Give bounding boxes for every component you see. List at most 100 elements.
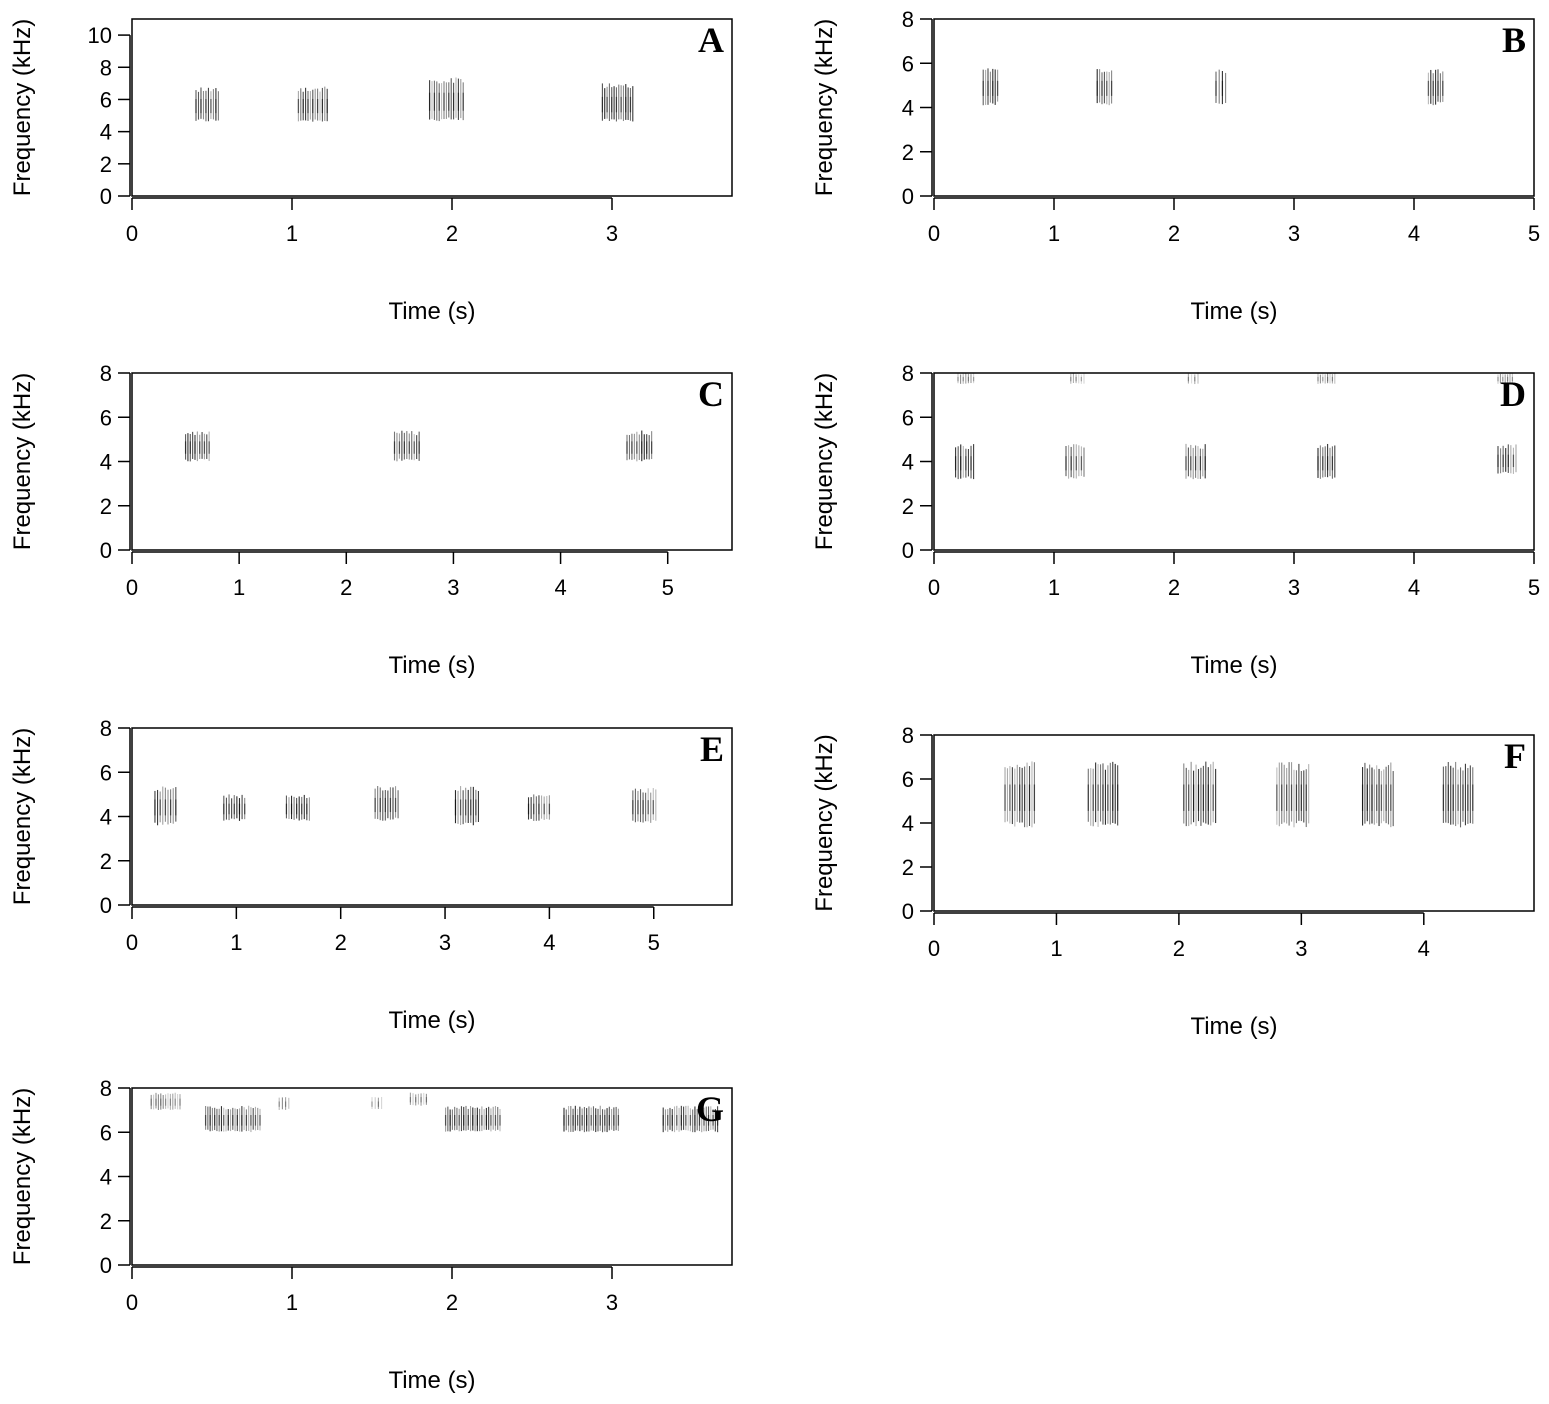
- x-tick-label: 0: [126, 221, 138, 246]
- x-tick-label: 3: [447, 575, 459, 600]
- panel-label: C: [698, 374, 724, 414]
- x-axis-label: Time (s): [1190, 1013, 1277, 1040]
- call-3: [1276, 762, 1310, 828]
- panel-label: A: [698, 20, 724, 60]
- x-tick-label: 4: [1408, 221, 1420, 246]
- x-axis: 0 1 2 3: [126, 197, 618, 246]
- call-2: [1183, 761, 1217, 827]
- y-tick-label: 8: [100, 1076, 112, 1101]
- y-tick-label: 0: [100, 1253, 112, 1278]
- y-tick-label: 0: [100, 893, 112, 918]
- y-axis-label: Frequency (kHz): [9, 373, 36, 550]
- upper-call-1: [1070, 373, 1085, 384]
- x-axis-label: Time (s): [388, 652, 475, 679]
- call-3: [601, 83, 634, 122]
- x-tick-label: 2: [1168, 575, 1180, 600]
- call-1: [1065, 444, 1085, 479]
- y-axis-label: Frequency (kHz): [9, 1088, 36, 1265]
- call-0: [154, 786, 177, 826]
- x-tick-label: 1: [286, 1290, 298, 1315]
- y-tick-label: 0: [100, 538, 112, 563]
- x-axis: 0 1 2 3 4 5: [126, 551, 674, 600]
- panel-label: F: [1504, 736, 1526, 776]
- y-tick-label: 2: [100, 1209, 112, 1234]
- y-tick-label: 2: [902, 140, 914, 165]
- panel-E: 0 1 2 3 4 5 0 2 4 6 8 Time (s) Frequency (kHz) E: [9, 716, 733, 1034]
- x-tick-label: 3: [439, 930, 451, 955]
- call-2: [1215, 69, 1227, 105]
- x-tick-label: 3: [1288, 221, 1300, 246]
- panel-D: 0 1 2 3 4 5 0 2 4 6 8 Time (s) Frequency (kHz) D: [811, 361, 1540, 679]
- call-0: [1004, 761, 1036, 828]
- y-tick-label: 4: [100, 450, 112, 475]
- x-axis-label: Time (s): [1190, 652, 1277, 679]
- y-tick-label: 6: [902, 51, 914, 76]
- call-1: [1096, 69, 1113, 106]
- y-axis-label: Frequency (kHz): [811, 734, 838, 911]
- call-0: [954, 444, 975, 480]
- call-3: [1317, 443, 1336, 479]
- call-1: [393, 430, 420, 462]
- x-axis-label: Time (s): [388, 298, 475, 325]
- call-5: [1442, 761, 1474, 828]
- call-5: [527, 794, 551, 821]
- call-1: [297, 86, 328, 122]
- y-tick-label: 2: [100, 152, 112, 177]
- x-tick-label: 5: [662, 575, 674, 600]
- y-tick-label: 6: [100, 405, 112, 430]
- y-axis-label: Frequency (kHz): [9, 728, 36, 905]
- x-tick-label: 0: [126, 930, 138, 955]
- panel-F: 0 1 2 3 4 0 2 4 6 8 Time (s) Frequency (kHz) F: [811, 723, 1535, 1040]
- panel-C: 0 1 2 3 4 5 0 2 4 6 8 Time (s) Frequency (kHz) C: [9, 361, 733, 679]
- y-tick-label: 4: [100, 1165, 112, 1190]
- upper-call-0: [957, 373, 975, 384]
- y-tick-label: 2: [100, 849, 112, 874]
- y-tick-label: 0: [902, 538, 914, 563]
- call-1: [444, 1105, 501, 1132]
- upper-call-3: [1317, 373, 1336, 384]
- upper-call-2: [371, 1096, 383, 1110]
- y-tick-label: 0: [100, 184, 112, 209]
- x-axis: 0 1 2 3 4: [928, 912, 1430, 961]
- y-axis-label: Frequency (kHz): [811, 373, 838, 550]
- y-axis: 0 2 4 6 8 10: [88, 23, 131, 209]
- x-tick-label: 4: [543, 930, 555, 955]
- plot-frame: [131, 18, 733, 197]
- panel-G: 0 1 2 3 0 2 4 6 8 Time (s) Frequency (kHz) G: [9, 1076, 733, 1394]
- x-tick-label: 1: [1048, 221, 1060, 246]
- plot-frame: [933, 18, 1535, 197]
- x-tick-label: 1: [233, 575, 245, 600]
- x-tick-label: 2: [446, 221, 458, 246]
- y-axis: 0 2 4 6 8: [902, 361, 933, 563]
- y-tick-label: 6: [100, 87, 112, 112]
- y-tick-label: 0: [902, 184, 914, 209]
- y-tick-label: 4: [902, 96, 914, 121]
- y-tick-label: 6: [902, 405, 914, 430]
- call-0: [982, 68, 999, 106]
- call-0: [184, 431, 210, 462]
- call-2: [563, 1105, 620, 1133]
- x-axis-label: Time (s): [1190, 298, 1277, 325]
- call-2: [626, 430, 653, 462]
- call-3: [1427, 69, 1444, 106]
- x-tick-label: 2: [1168, 221, 1180, 246]
- y-tick-label: 6: [100, 1120, 112, 1145]
- call-4: [454, 786, 479, 826]
- x-tick-label: 5: [1528, 221, 1540, 246]
- x-tick-label: 5: [1528, 575, 1540, 600]
- x-tick-label: 5: [648, 930, 660, 955]
- x-tick-label: 2: [1173, 936, 1185, 961]
- y-tick-label: 0: [902, 899, 914, 924]
- y-axis-label: Frequency (kHz): [811, 19, 838, 196]
- plot-frame: [131, 727, 733, 906]
- panel-label: D: [1500, 374, 1526, 414]
- y-tick-label: 4: [902, 811, 914, 836]
- x-tick-label: 4: [554, 575, 566, 600]
- call-2: [285, 794, 310, 821]
- y-tick-label: 8: [902, 7, 914, 32]
- x-tick-label: 2: [446, 1290, 458, 1315]
- y-axis: 0 2 4 6 8: [100, 716, 131, 918]
- x-tick-label: 3: [606, 1290, 618, 1315]
- panel-A: 0 1 2 3 0 2 4 6 8 10 Time (s) Frequency (kHz) A: [9, 18, 733, 325]
- x-tick-label: 0: [126, 575, 138, 600]
